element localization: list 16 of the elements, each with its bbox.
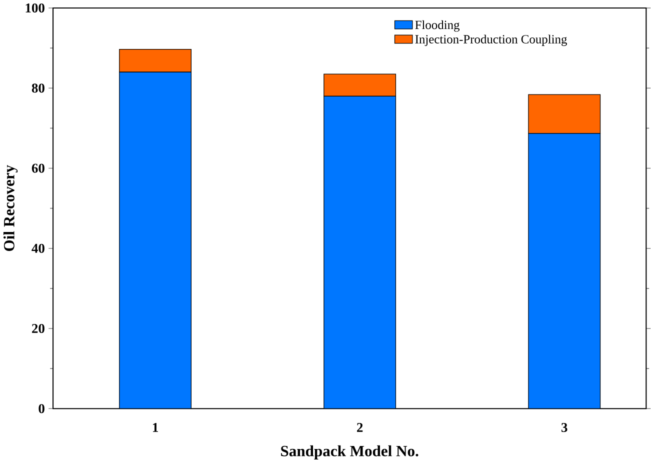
x-tick-label: 3 (561, 422, 568, 432)
y-tick-label: 60 (32, 164, 44, 173)
legend-label: Injection-Production Coupling (415, 34, 567, 46)
y-tick-label: 100 (26, 3, 44, 13)
y-tick-label: 40 (32, 244, 44, 253)
y-tick-label: 80 (32, 84, 44, 93)
x-tick-label: 1 (152, 422, 158, 432)
x-tick-label: 2 (357, 422, 363, 432)
y-tick-label: 20 (32, 324, 44, 334)
bar (324, 96, 396, 409)
legend-label: Flooding (415, 20, 460, 32)
y-axis-title: Oil Recovery (3, 165, 18, 251)
bar (528, 133, 601, 409)
x-axis-title: Sandpack Model No. (281, 445, 418, 460)
y-tick-label: 0 (38, 404, 44, 414)
bar (119, 72, 192, 409)
